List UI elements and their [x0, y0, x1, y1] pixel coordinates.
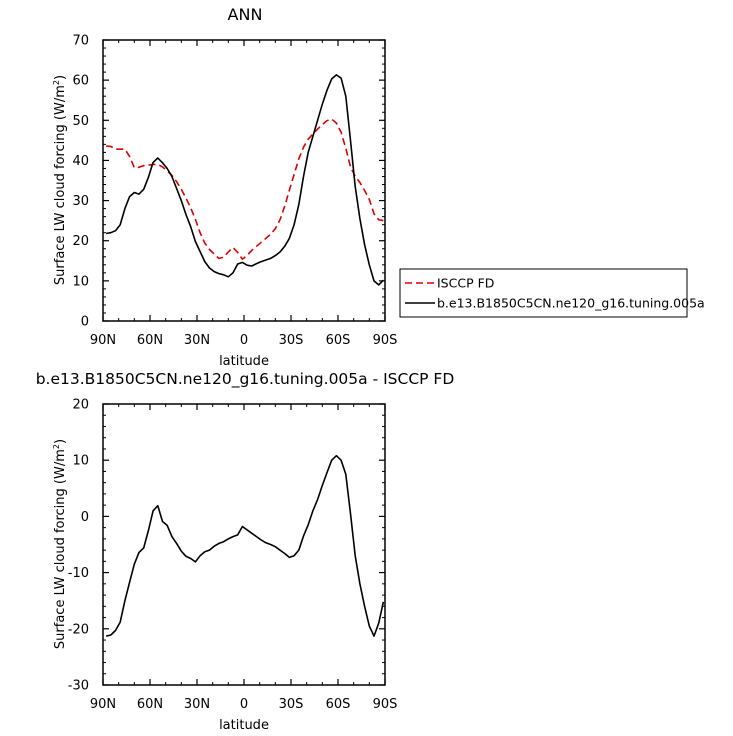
bottom-y-tick-label: 0: [81, 510, 89, 525]
bottom-series-line-0: [105, 454, 385, 637]
bottom-x-tick-label: 60S: [326, 697, 351, 712]
top-y-axis-label-close: ): [53, 75, 68, 80]
top-y-tick-label: 30: [72, 194, 89, 209]
bottom-x-axis-label: latitude: [219, 718, 269, 733]
top-y-tick-label: 20: [72, 234, 89, 249]
legend-label-isccp: ISCCP FD: [437, 276, 494, 291]
bottom-y-tick-label: 10: [72, 454, 89, 469]
top-x-axis-label: latitude: [219, 354, 269, 369]
bottom-y-axis-label-close: ): [53, 439, 68, 444]
bottom-chart-title: b.e13.B1850C5CN.ne120_g16.tuning.005a - …: [36, 370, 455, 389]
top-series-line-1: [105, 74, 384, 286]
bottom-x-tick-label: 60N: [137, 697, 163, 712]
top-y-tick-label: 40: [72, 154, 89, 169]
top-x-tick-label: 90S: [373, 333, 398, 348]
top-axis-ticks: 90N 60N 30N 0 30S 60S 90S 0 10 20 30 40 50 60 70: [72, 34, 397, 349]
top-y-tick-label: 10: [72, 274, 89, 289]
bottom-x-tick-label: 30N: [184, 697, 210, 712]
top-x-tick-label: 30N: [184, 333, 210, 348]
bottom-y-tick-label: -30: [68, 679, 89, 694]
top-y-axis-label-sup: 2: [52, 80, 61, 85]
top-x-tick-label: 60S: [326, 333, 351, 348]
bottom-chart-panel: b.e13.B1850C5CN.ne120_g16.tuning.005a - …: [36, 370, 455, 733]
bottom-y-axis-label-sup: 2: [52, 444, 61, 449]
bottom-y-axis-label: Surface LW cloud forcing (W/m2): [52, 439, 68, 649]
top-x-tick-label: 0: [240, 333, 248, 348]
top-y-tick-label: 70: [72, 34, 89, 49]
top-series-lines: [105, 74, 384, 286]
bottom-x-tick-label: 90N: [90, 697, 116, 712]
bottom-y-tick-label: 20: [72, 398, 89, 413]
bottom-series-lines: [105, 454, 385, 637]
top-y-tick-label: 0: [81, 315, 89, 330]
bottom-y-axis-label-main: Surface LW cloud forcing (W/m: [53, 449, 68, 649]
top-x-tick-label: 60N: [137, 333, 163, 348]
bottom-x-tick-label: 0: [240, 697, 248, 712]
top-y-tick-label: 50: [72, 114, 89, 129]
bottom-y-tick-label: -10: [68, 566, 89, 581]
bottom-x-tick-label: 30S: [279, 697, 304, 712]
top-legend: ISCCP FD b.e13.B1850C5CN.ne120_g16.tunin…: [399, 268, 705, 318]
top-chart-panel: ANN 90N 60N 30N 0 30S 60S 90S 0 10 20 30 40 50 60 70 l…: [52, 5, 705, 369]
top-y-axis-label-main: Surface LW cloud forcing (W/m: [53, 85, 68, 285]
bottom-axis-ticks: 90N 60N 30N 0 30S 60S 90S -30 -20 -10 0 10 20: [68, 398, 398, 713]
top-y-tick-label: 60: [72, 74, 89, 89]
top-series-line-0: [106, 118, 384, 261]
legend-label-model: b.e13.B1850C5CN.ne120_g16.tuning.005a: [437, 296, 705, 311]
bottom-y-tick-label: -20: [68, 622, 89, 637]
bottom-x-tick-label: 90S: [373, 697, 398, 712]
top-y-axis-label: Surface LW cloud forcing (W/m2): [52, 75, 68, 285]
top-x-tick-label: 90N: [90, 333, 116, 348]
top-chart-title: ANN: [228, 5, 263, 24]
top-x-tick-label: 30S: [279, 333, 304, 348]
legend-box: [399, 268, 688, 318]
